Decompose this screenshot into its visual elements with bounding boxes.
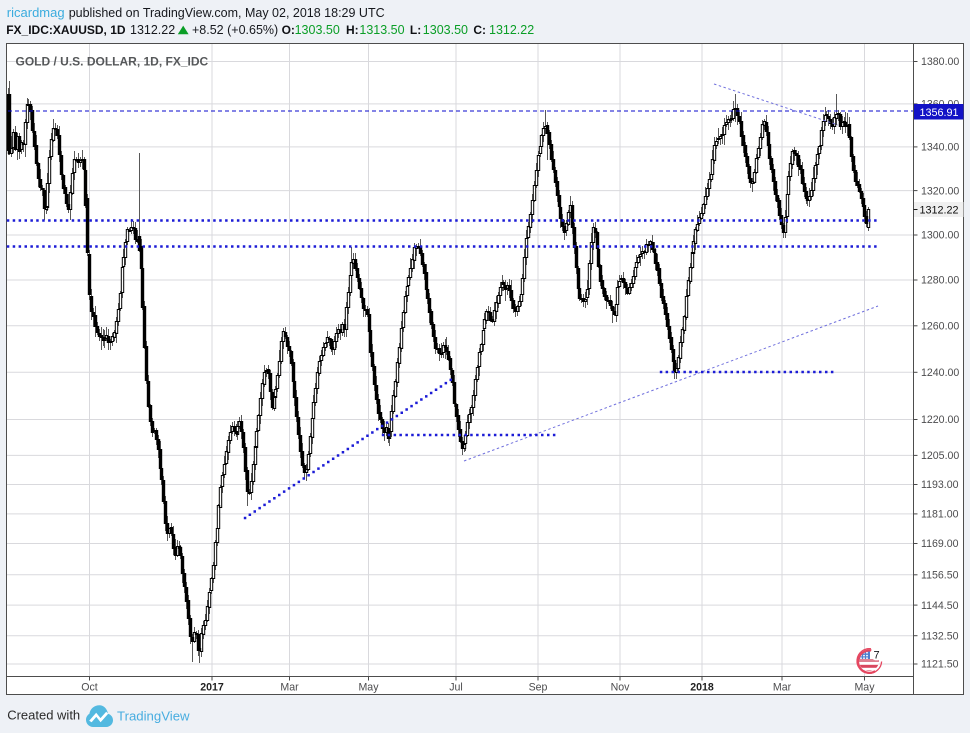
svg-text:1169.00: 1169.00 <box>921 538 959 550</box>
svg-text:1240.00: 1240.00 <box>921 367 959 379</box>
svg-text:1300.00: 1300.00 <box>921 230 959 242</box>
svg-text:1132.50: 1132.50 <box>921 630 959 642</box>
svg-text:1340.00: 1340.00 <box>921 142 959 154</box>
svg-text:1280.00: 1280.00 <box>921 275 959 287</box>
svg-text:May: May <box>854 682 875 694</box>
svg-text:1205.00: 1205.00 <box>921 450 959 462</box>
svg-text:1181.00: 1181.00 <box>921 509 959 521</box>
svg-text:TradingView: TradingView <box>117 708 190 723</box>
svg-text:1312.22: 1312.22 <box>920 204 959 216</box>
svg-text:1260.00: 1260.00 <box>921 321 959 333</box>
svg-text:Oct: Oct <box>81 682 98 694</box>
svg-text:Jul: Jul <box>449 682 463 694</box>
svg-text:1121.50: 1121.50 <box>921 659 959 671</box>
svg-text:May: May <box>358 682 379 694</box>
svg-text:1320.00: 1320.00 <box>921 185 959 197</box>
svg-text:2017: 2017 <box>200 682 224 694</box>
svg-text:1193.00: 1193.00 <box>921 479 959 491</box>
svg-text:2018: 2018 <box>690 682 714 694</box>
svg-text:1380.00: 1380.00 <box>921 56 959 68</box>
svg-text:1356.91: 1356.91 <box>920 107 959 119</box>
svg-text:1156.50: 1156.50 <box>921 570 959 582</box>
svg-text:Sep: Sep <box>529 682 548 694</box>
svg-text:GOLD / U.S. DOLLAR, 1D, FX_IDC: GOLD / U.S. DOLLAR, 1D, FX_IDC <box>16 55 209 69</box>
svg-text:1144.50: 1144.50 <box>921 600 959 612</box>
svg-text:Nov: Nov <box>611 682 631 694</box>
svg-text:7: 7 <box>873 649 879 661</box>
svg-text:Mar: Mar <box>773 682 792 694</box>
svg-text:Mar: Mar <box>280 682 299 694</box>
svg-text:1220.00: 1220.00 <box>921 414 959 426</box>
svg-text:Created with: Created with <box>7 708 80 723</box>
